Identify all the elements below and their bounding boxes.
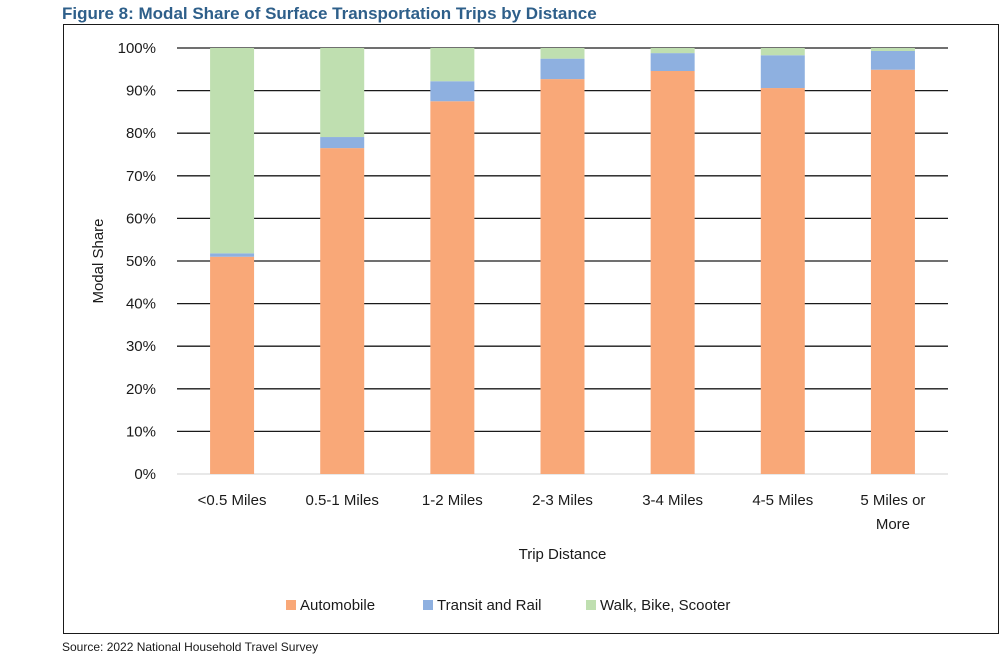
legend: Automobile Transit and Rail Walk, Bike, Sc… xyxy=(286,597,730,614)
bar-segment xyxy=(870,69,915,474)
bar-segment xyxy=(320,137,365,149)
bars xyxy=(210,48,915,475)
figure-title: Figure 8: Modal Share of Surface Transpo… xyxy=(62,4,597,23)
x-tick-label: More xyxy=(876,516,910,533)
y-tick-labels: 0% 10% 20% 30% 40% 50% 60% 70% 80% 90% 100% xyxy=(118,40,156,483)
bar-segment xyxy=(870,50,915,70)
y-tick-label: 30% xyxy=(126,338,156,355)
bar-segment xyxy=(320,48,365,138)
bar-segment xyxy=(760,55,805,89)
x-tick-label: <0.5 Miles xyxy=(198,492,267,509)
bar-segment xyxy=(650,71,695,474)
y-tick-label: 70% xyxy=(126,168,156,185)
y-axis-label: Modal Share xyxy=(90,218,107,303)
y-tick-label: 20% xyxy=(126,381,156,398)
bar-segment xyxy=(870,48,915,51)
y-tick-label: 0% xyxy=(134,466,156,483)
y-tick-label: 40% xyxy=(126,296,156,313)
bar-segment xyxy=(540,58,585,80)
bar-segment xyxy=(430,101,475,474)
x-tick-label: 5 Miles or xyxy=(860,492,925,509)
bar-segment xyxy=(210,48,255,254)
bar-segment xyxy=(760,48,805,56)
bar-segment xyxy=(320,148,365,475)
x-tick-label: 2-3 Miles xyxy=(532,492,593,509)
legend-swatch xyxy=(423,600,433,610)
legend-swatch xyxy=(286,600,296,610)
bar-segment xyxy=(650,53,695,72)
source-note: Source: 2022 National Household Travel S… xyxy=(62,640,319,654)
bar-segment xyxy=(650,48,695,54)
bar-segment xyxy=(210,253,255,257)
y-tick-label: 80% xyxy=(126,125,156,142)
y-tick-label: 100% xyxy=(118,40,156,57)
y-tick-label: 90% xyxy=(126,83,156,100)
chart-frame xyxy=(63,24,999,634)
legend-label: Transit and Rail xyxy=(437,597,542,614)
bar-segment xyxy=(760,88,805,474)
x-tick-label: 0.5-1 Miles xyxy=(306,492,379,509)
bar-segment xyxy=(540,48,585,59)
bar-segment xyxy=(430,48,475,82)
bar-segment xyxy=(430,81,475,102)
bar-segment xyxy=(540,79,585,475)
x-axis-label: Trip Distance xyxy=(519,546,607,563)
legend-swatch xyxy=(586,600,596,610)
y-tick-label: 50% xyxy=(126,253,156,270)
bar-segment xyxy=(210,256,255,474)
x-tick-label: 3-4 Miles xyxy=(642,492,703,509)
legend-label: Automobile xyxy=(300,597,375,614)
legend-label: Walk, Bike, Scooter xyxy=(600,597,730,614)
y-tick-label: 60% xyxy=(126,210,156,227)
y-tick-label: 10% xyxy=(126,423,156,440)
x-tick-label: 1-2 Miles xyxy=(422,492,483,509)
x-tick-labels: <0.5 Miles 0.5-1 Miles 1-2 Miles 2-3 Miles 3… xyxy=(198,492,926,533)
x-tick-label: 4-5 Miles xyxy=(752,492,813,509)
